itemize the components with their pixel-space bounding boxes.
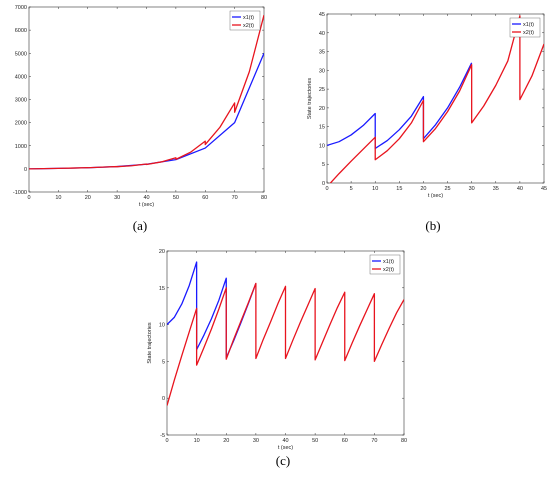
x-tick-label: 30: [469, 186, 475, 192]
y-tick-label: 15: [159, 286, 165, 292]
x-tick-label: 80: [401, 438, 407, 444]
y-tick-label: 5: [322, 162, 325, 168]
y-tick-label: 40: [319, 31, 325, 37]
x-tick-label: 50: [173, 195, 179, 201]
y-tick-label: 45: [319, 12, 325, 18]
x-tick-label: 80: [261, 195, 267, 201]
y-tick-label: 7000: [15, 5, 27, 11]
series-line-2: [329, 15, 544, 183]
legend-label: x2(t): [383, 267, 394, 273]
x-tick-label: 0: [165, 438, 168, 444]
plot-area: [326, 13, 545, 184]
chart-panel-1: 0 10 20 30 40 50 60 70 80-1000010002000300040005…: [13, 5, 267, 233]
y-tick-label: 30: [319, 68, 325, 74]
series-line-2: [29, 14, 264, 170]
y-tick-label: 5: [162, 359, 165, 365]
x-tick-label: 50: [312, 438, 318, 444]
chart-panel-2: 0 5 10 15 20 25 30 35 40 45 0 5 10 15 20 25 30 35 40 45 t (s…: [307, 12, 547, 233]
x-tick-label: 20: [223, 438, 229, 444]
x-tick-label: 40: [282, 438, 288, 444]
y-tick-label: 0: [162, 396, 165, 402]
x-tick-label: 60: [202, 195, 208, 201]
y-axis-label: State trajectories: [147, 322, 153, 364]
panel-caption: (b): [425, 218, 440, 233]
x-tick-label: 35: [493, 186, 499, 192]
x-tick-label: 5: [350, 186, 353, 192]
x-tick-label: 10: [55, 195, 61, 201]
y-tick-label: 5000: [15, 51, 27, 57]
y-tick-label: -1000: [13, 190, 27, 196]
x-tick-label: 10: [194, 438, 200, 444]
y-tick-label: 10: [319, 143, 325, 149]
panel-caption: (c): [276, 453, 290, 468]
y-tick-label: 35: [319, 50, 325, 56]
x-tick-label: 70: [371, 438, 377, 444]
series-line-1: [327, 62, 473, 150]
x-tick-label: 30: [114, 195, 120, 201]
plot-area: [28, 6, 265, 193]
x-tick-label: 45: [541, 186, 547, 192]
series-line-2: [167, 282, 404, 406]
x-axis-label: t (sec): [428, 193, 443, 199]
y-axis-label: State trajectories: [307, 78, 313, 120]
x-tick-label: 0: [325, 186, 328, 192]
legend-label: x1(t): [523, 22, 534, 28]
y-tick-label: 25: [319, 87, 325, 93]
x-tick-label: 60: [342, 438, 348, 444]
y-tick-label: 0: [24, 167, 27, 173]
y-tick-label: 15: [319, 125, 325, 131]
y-tick-label: -5: [160, 433, 165, 439]
legend-label: x2(t): [523, 30, 534, 36]
x-axis-label: t (sec): [139, 202, 154, 208]
y-tick-label: 10: [159, 323, 165, 329]
x-tick-label: 10: [372, 186, 378, 192]
y-tick-label: 1000: [15, 144, 27, 150]
x-tick-label: 20: [420, 186, 426, 192]
y-tick-label: 20: [319, 106, 325, 112]
legend-label: x1(t): [383, 259, 394, 265]
x-tick-label: 30: [253, 438, 259, 444]
y-tick-label: 3000: [15, 98, 27, 104]
y-tick-label: 6000: [15, 28, 27, 34]
legend-label: x1(t): [243, 15, 254, 21]
x-tick-label: 0: [27, 195, 30, 201]
x-tick-label: 40: [143, 195, 149, 201]
y-tick-label: 4000: [15, 74, 27, 80]
x-axis-label: t (sec): [278, 445, 293, 451]
x-tick-label: 40: [517, 186, 523, 192]
x-tick-label: 70: [232, 195, 238, 201]
x-tick-label: 15: [396, 186, 402, 192]
legend-label: x2(t): [243, 23, 254, 29]
y-tick-label: 20: [159, 249, 165, 255]
x-tick-label: 20: [85, 195, 91, 201]
x-tick-label: 25: [444, 186, 450, 192]
y-tick-label: 0: [322, 181, 325, 187]
panel-caption: (a): [133, 218, 147, 233]
y-tick-label: 2000: [15, 121, 27, 127]
